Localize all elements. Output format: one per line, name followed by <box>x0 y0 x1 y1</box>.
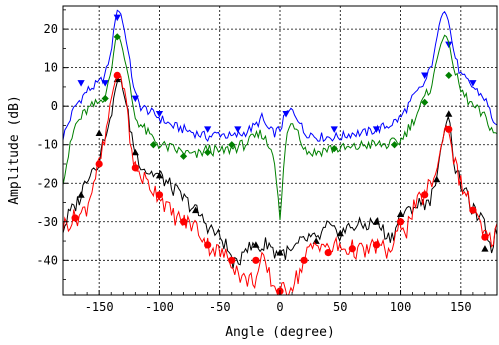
data-marker <box>445 110 453 117</box>
data-marker <box>228 141 236 149</box>
data-marker <box>155 171 164 179</box>
data-marker <box>131 164 139 172</box>
data-marker <box>330 144 338 153</box>
x-tick-label: 100 <box>390 300 412 314</box>
data-marker <box>77 191 85 198</box>
y-tick-label: -30 <box>36 215 58 229</box>
data-marker <box>204 148 212 157</box>
data-marker <box>469 80 477 87</box>
data-marker <box>282 111 290 118</box>
data-marker <box>421 98 429 106</box>
y-tick-label: -20 <box>36 176 58 190</box>
data-marker <box>252 256 260 264</box>
series-1 <box>63 9 497 143</box>
data-marker <box>113 33 121 41</box>
series-line <box>63 33 497 220</box>
data-marker <box>348 245 356 253</box>
data-marker <box>372 241 381 249</box>
data-marker <box>131 95 139 103</box>
x-tick-label: -150 <box>85 300 114 314</box>
data-marker <box>445 71 453 79</box>
data-marker <box>336 229 344 237</box>
data-marker <box>155 111 164 118</box>
data-marker <box>469 206 477 214</box>
data-marker <box>330 126 338 133</box>
data-marker <box>445 125 453 133</box>
data-marker <box>433 175 441 183</box>
data-marker <box>204 126 212 133</box>
data-marker <box>390 141 399 149</box>
series-4 <box>63 71 497 295</box>
x-axis-label: Angle (degree) <box>225 325 335 340</box>
data-marker <box>204 241 212 249</box>
data-marker <box>149 141 158 149</box>
data-marker <box>71 214 79 222</box>
data-marker <box>372 218 381 225</box>
x-tick-label: 50 <box>333 300 347 314</box>
x-tick-label: -50 <box>209 300 231 314</box>
data-marker <box>101 94 109 103</box>
data-marker <box>113 14 121 22</box>
data-marker <box>421 72 429 79</box>
series-line <box>63 9 497 143</box>
y-tick-label: 0 <box>51 99 58 113</box>
data-marker <box>234 126 242 133</box>
data-marker <box>131 148 139 156</box>
data-marker <box>396 218 405 226</box>
data-marker <box>276 249 284 256</box>
series-2 <box>63 33 497 220</box>
data-marker <box>113 71 121 79</box>
data-marker <box>155 191 164 199</box>
x-tick-label: -100 <box>145 300 174 314</box>
series-layer <box>63 9 497 295</box>
data-marker <box>421 191 429 199</box>
data-marker <box>481 233 489 241</box>
data-marker <box>95 129 103 137</box>
y-tick-label: -10 <box>36 138 58 152</box>
data-marker <box>300 256 308 264</box>
y-tick-label: 20 <box>44 22 58 36</box>
data-marker <box>372 126 381 133</box>
data-marker <box>95 160 103 168</box>
data-marker <box>324 249 332 257</box>
data-marker <box>77 80 85 87</box>
data-marker <box>252 241 260 248</box>
data-marker <box>396 210 405 217</box>
data-marker <box>192 206 200 214</box>
data-marker <box>179 152 188 160</box>
y-axis-label: Amplitude (dB) <box>7 95 22 205</box>
data-marker <box>481 245 489 252</box>
y-tick-label: -40 <box>36 253 58 267</box>
data-marker <box>101 80 109 87</box>
data-marker <box>228 256 236 264</box>
data-marker <box>179 218 188 226</box>
x-tick-label: 150 <box>450 300 472 314</box>
x-tick-label: 0 <box>276 300 283 314</box>
y-tick-label: 10 <box>44 61 58 75</box>
